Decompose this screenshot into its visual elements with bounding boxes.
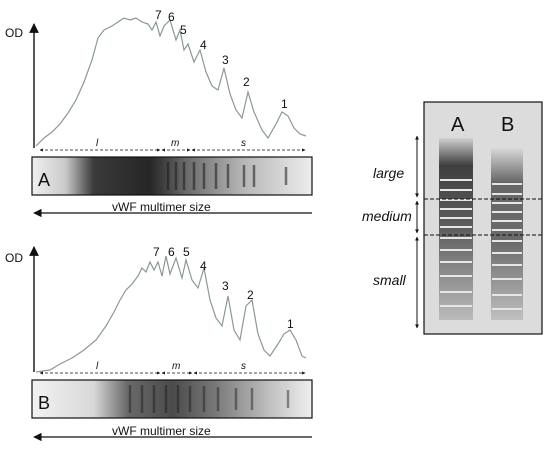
peak-label-7-b: 7	[153, 245, 160, 259]
peak-label-2-a: 2	[243, 75, 250, 89]
peak-label-6-b: 6	[168, 245, 175, 259]
peak-label-5-b: 5	[183, 245, 190, 259]
peak-label-4-a: 4	[200, 38, 207, 52]
lane-label-b: B	[501, 114, 514, 136]
od-label-a: OD	[5, 26, 23, 40]
lane-label-a: A	[451, 114, 465, 136]
gel-label-a: A	[38, 170, 50, 190]
zone-label-medium: medium	[362, 208, 412, 224]
zone-label-large: large	[373, 165, 404, 181]
peak-label-1-b: 1	[287, 317, 294, 331]
gel-strip-a	[31, 156, 313, 196]
region-label-l-a: l	[96, 138, 99, 149]
gel-strip-b	[31, 379, 313, 419]
region-label-l-b: l	[96, 361, 99, 372]
size-axis-label-a: vWF multimer size	[112, 200, 211, 214]
gel-lane-a	[439, 138, 473, 320]
peak-label-1-a: 1	[281, 97, 288, 111]
od-trace-a	[35, 17, 307, 147]
od-trace-b	[35, 255, 307, 373]
vertical-gel-panel: A B large medium small	[362, 101, 543, 335]
region-label-s-a: s	[241, 138, 246, 149]
size-axis-label-b: vWF multimer size	[112, 424, 211, 438]
peak-label-7-a: 7	[155, 8, 162, 22]
zone-label-small: small	[373, 272, 407, 288]
peak-label-6-a: 6	[168, 10, 175, 24]
gel-label-b: B	[38, 393, 50, 413]
densitometry-panel-a: OD 7 6 5 4 3 2 1 l m s A vWF multime	[5, 8, 313, 218]
peak-label-4-b: 4	[200, 259, 207, 273]
region-label-s-b: s	[241, 361, 246, 372]
od-label-b: OD	[5, 251, 23, 265]
region-label-m-a: m	[171, 138, 179, 149]
gel-lane-b	[491, 148, 523, 320]
peak-label-3-a: 3	[222, 53, 229, 67]
peak-label-2-b: 2	[247, 288, 254, 302]
region-label-m-b: m	[172, 361, 180, 372]
peak-label-5-a: 5	[180, 23, 187, 37]
peak-label-3-b: 3	[222, 279, 229, 293]
densitometry-panel-b: OD 7 6 5 4 3 2 1 l m s B vWF multimer	[5, 245, 313, 442]
